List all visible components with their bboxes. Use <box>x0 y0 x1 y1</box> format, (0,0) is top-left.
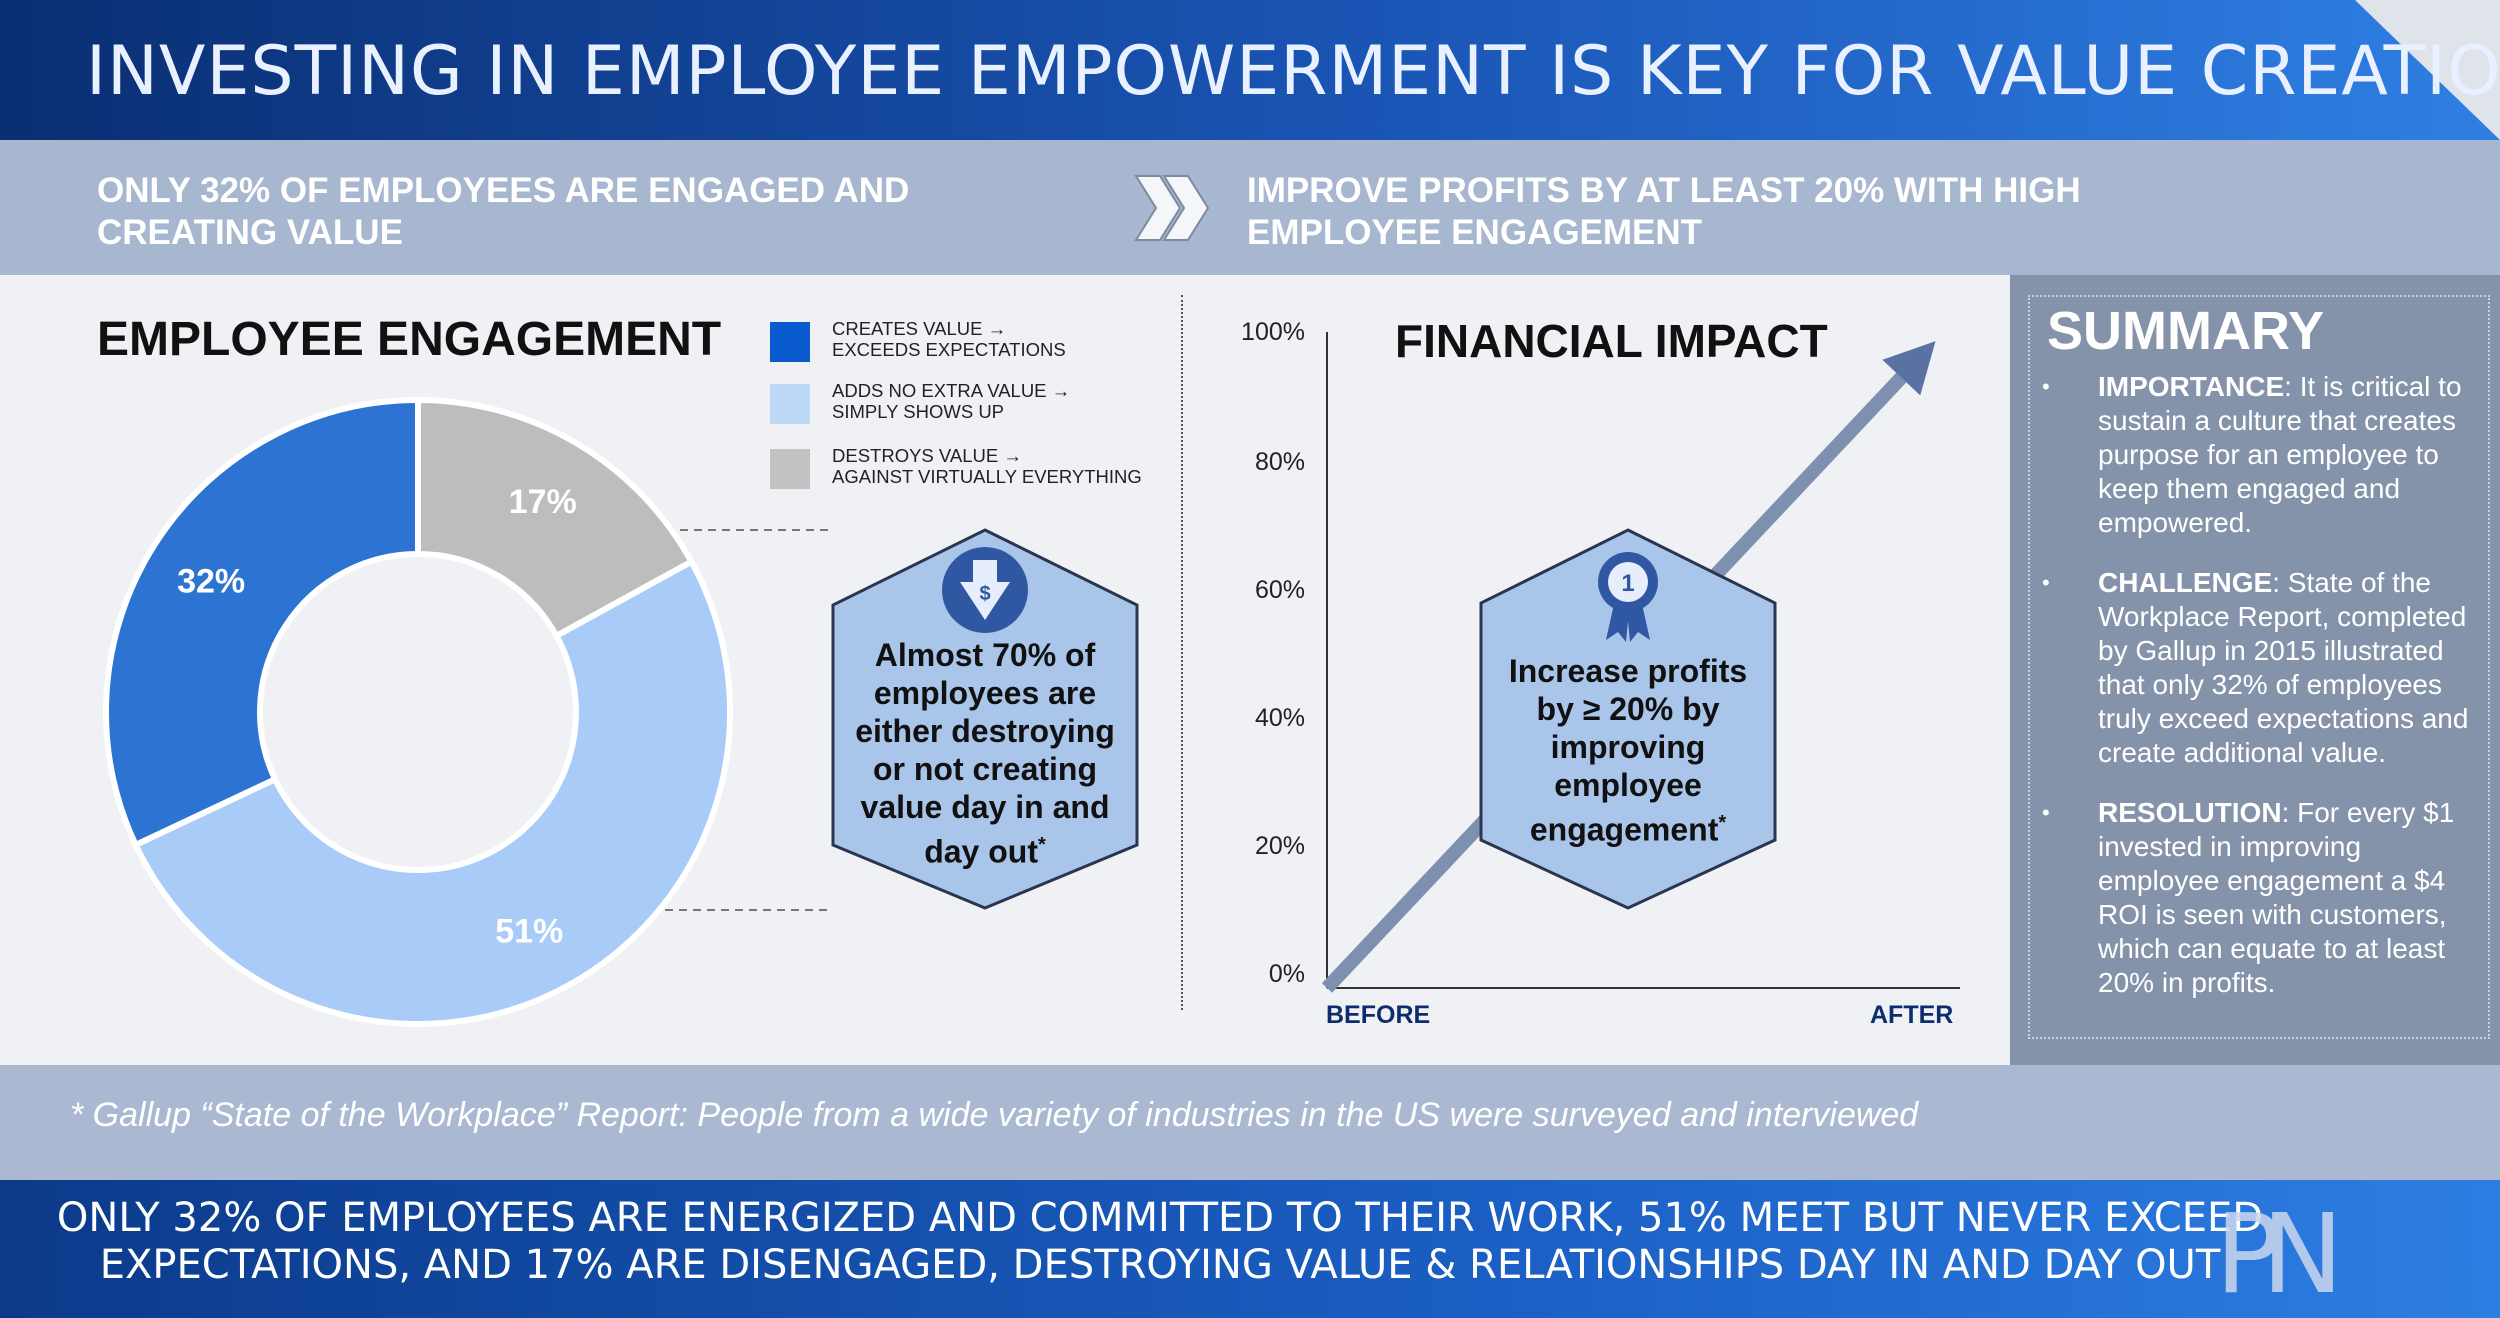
x-tick-label-before: BEFORE <box>1326 1001 1431 1029</box>
y-tick-label: 100% <box>1241 318 1305 346</box>
summary-border <box>2028 295 2490 1039</box>
donut-slice <box>415 396 696 640</box>
y-tick-label: 60% <box>1254 576 1305 604</box>
legend-line: SIMPLY SHOWS UP <box>832 401 1005 422</box>
engagement-callout: Almost 70% of employees are either destr… <box>843 636 1127 871</box>
y-tick-label: 0% <box>1268 960 1305 988</box>
trend-arrow-head <box>1882 341 1936 396</box>
bottom-summary-text: ONLY 32% OF EMPLOYEES ARE ENERGIZED AND … <box>40 1195 2280 1289</box>
summary-title: SUMMARY <box>2047 301 2324 361</box>
award-ribbon-icon: 1 <box>1598 552 1658 642</box>
engagement-callout-text: Almost 70% of employees are either destr… <box>855 637 1115 870</box>
legend-no-extra-value: ADDS NO EXTRA VALUE → SIMPLY SHOWS UP <box>770 380 1170 424</box>
donut-data-label: 17% <box>509 483 577 521</box>
bottom-line: ONLY 32% OF EMPLOYEES ARE ENERGIZED AND … <box>56 1195 2264 1241</box>
dollar-down-icon: $ <box>942 547 1028 633</box>
bullet: • <box>2042 800 2050 825</box>
legend-line: AGAINST VIRTUALLY EVERYTHING <box>832 466 1142 487</box>
legend-line: EXCEEDS EXPECTATIONS <box>832 339 1066 360</box>
y-tick-label: 80% <box>1254 448 1305 476</box>
summary-list: • IMPORTANCE: It is critical to sustain a… <box>2038 370 2478 1026</box>
legend-label: ADDS NO EXTRA VALUE → SIMPLY SHOWS UP <box>832 380 1162 422</box>
engagement-title: EMPLOYEE ENGAGEMENT <box>97 313 722 366</box>
summary-item-text: : It is critical to sustain a culture th… <box>2098 371 2462 538</box>
legend-label: CREATES VALUE → EXCEEDS EXPECTATIONS <box>832 318 1162 360</box>
legend-line: ADDS NO EXTRA VALUE → <box>832 380 1071 401</box>
callout-hexagon <box>1479 528 1777 910</box>
engagement-donut-chart: 17% 51% 32% $ <box>103 396 1139 1027</box>
double-chevron-icon <box>1134 175 1210 241</box>
summary-panel <box>2010 275 2500 1065</box>
subheader-left: ONLY 32% OF EMPLOYEES ARE ENGAGED AND CR… <box>97 171 910 252</box>
summary-item-label: CHALLENGE <box>2098 567 2273 598</box>
legend-destroys-value: DESTROYS VALUE → AGAINST VIRTUALLY EVERY… <box>770 445 1170 489</box>
legend-line: CREATES VALUE → <box>832 318 1007 339</box>
financial-callout-text: Increase profits by ≥ 20% by improving e… <box>1508 653 1748 848</box>
footnote-mark: * <box>1718 812 1727 834</box>
legend-swatch <box>770 322 810 362</box>
x-tick-label-after: AFTER <box>1870 1001 1954 1029</box>
summary-item-text: : For every $1 invested in improving emp… <box>2098 797 2455 998</box>
financial-title: FINANCIAL IMPACT <box>1395 315 1828 367</box>
svg-text:$: $ <box>979 583 990 605</box>
donut-slice <box>103 396 421 849</box>
summary-item-resolution: • RESOLUTION: For every $1 invested in im… <box>2038 796 2478 1000</box>
footnote-text: * Gallup “State of the Workplace” Report… <box>70 1096 1919 1134</box>
footnote-mark: * <box>1037 834 1046 856</box>
summary-item-label: IMPORTANCE <box>2098 371 2285 402</box>
page-title: INVESTING IN EMPLOYEE EMPOWERMENT IS KEY… <box>86 32 2500 111</box>
y-tick-label: 20% <box>1254 832 1305 860</box>
header-banner <box>0 0 2500 140</box>
donut-data-label: 51% <box>495 912 563 950</box>
subheader-right: IMPROVE PROFITS BY AT LEAST 20% WITH HIG… <box>1247 171 2081 252</box>
legend-label: DESTROYS VALUE → AGAINST VIRTUALLY EVERY… <box>832 445 1162 487</box>
bottom-line: EXPECTATIONS, AND 17% ARE DISENGAGED, DE… <box>99 1242 2221 1288</box>
y-tick-label: 40% <box>1254 704 1305 732</box>
section-divider <box>1181 295 1183 1010</box>
award-number: 1 <box>1621 570 1634 597</box>
donut-data-label: 32% <box>177 563 245 601</box>
financial-impact-chart: 1 <box>1321 332 1960 993</box>
legend-swatch <box>770 384 810 424</box>
summary-item-importance: • IMPORTANCE: It is critical to sustain a… <box>2038 370 2478 540</box>
bottom-banner <box>0 1180 2500 1318</box>
summary-item-challenge: • CHALLENGE: State of the Workplace Repor… <box>2038 566 2478 770</box>
legend-swatch <box>770 449 810 489</box>
subheader-band <box>0 140 2500 275</box>
donut-slice <box>131 557 733 1027</box>
footnote-band <box>0 1065 2500 1180</box>
legend-line: DESTROYS VALUE → <box>832 445 1022 466</box>
financial-callout: Increase profits by ≥ 20% by improving e… <box>1495 652 1761 849</box>
bullet: • <box>2042 570 2050 595</box>
summary-item-label: RESOLUTION <box>2098 797 2282 828</box>
callout-hexagon <box>831 528 1139 910</box>
bullet: • <box>2042 374 2050 399</box>
legend-creates-value: CREATES VALUE → EXCEEDS EXPECTATIONS <box>770 318 1170 362</box>
brand-logo: PN <box>2215 1190 2344 1318</box>
summary-item-text: : State of the Workplace Report, complet… <box>2098 567 2469 768</box>
